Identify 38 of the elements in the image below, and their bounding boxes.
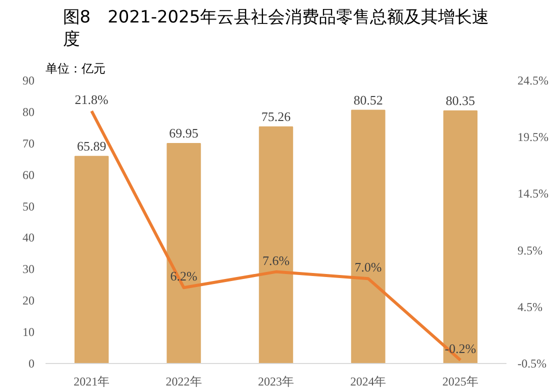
bar [258, 126, 294, 364]
x-tick-label: 2021年 [74, 374, 110, 388]
data-label: 65.89 [76, 138, 106, 154]
y-tick-label: 60 [22, 168, 34, 182]
y-tick-label: 0 [28, 356, 34, 370]
y-tick-label: 10 [22, 325, 34, 340]
x-tick-label: 2025年 [442, 374, 478, 388]
bar [166, 143, 201, 364]
data-label: 6.2% [170, 268, 198, 284]
y-tick-label: 20 [22, 294, 34, 308]
y-tick-label: 30 [22, 262, 34, 276]
data-label: 7.0% [354, 260, 382, 275]
data-label: 69.95 [169, 126, 198, 141]
data-label: 80.52 [354, 92, 383, 108]
data-label: 80.35 [446, 92, 476, 108]
bar [351, 110, 386, 364]
y-tick-label: 50 [22, 199, 34, 214]
y2-tick-label: 4.5% [518, 300, 542, 314]
y2-tick-label: 24.5% [518, 74, 548, 88]
data-label: 21.8% [74, 92, 109, 108]
x-tick-label: 2023年 [258, 374, 294, 388]
y2-tick-label: 14.5% [518, 186, 548, 201]
bar [443, 110, 478, 364]
y2-tick-label: 19.5% [518, 130, 548, 144]
bar [74, 156, 109, 364]
y-tick-label: 90 [22, 74, 34, 88]
y-tick-label: 80 [22, 104, 34, 119]
x-tick-label: 2022年 [166, 374, 202, 388]
data-label: -0.2% [444, 341, 476, 356]
y-tick-label: 70 [22, 136, 34, 150]
y2-tick-label: 9.5% [518, 243, 542, 258]
y-axis-title: 单位：亿元 [46, 62, 106, 76]
y-tick-label: 40 [22, 230, 34, 245]
x-tick-label: 2024年 [350, 374, 386, 388]
data-label: 75.26 [261, 108, 292, 124]
data-label: 7.6% [262, 252, 290, 268]
chart-title: 图8 2021-2025年云县社会消费品零售总额及其增长速度 [62, 8, 490, 50]
y2-tick-label: -0.5% [518, 356, 546, 370]
